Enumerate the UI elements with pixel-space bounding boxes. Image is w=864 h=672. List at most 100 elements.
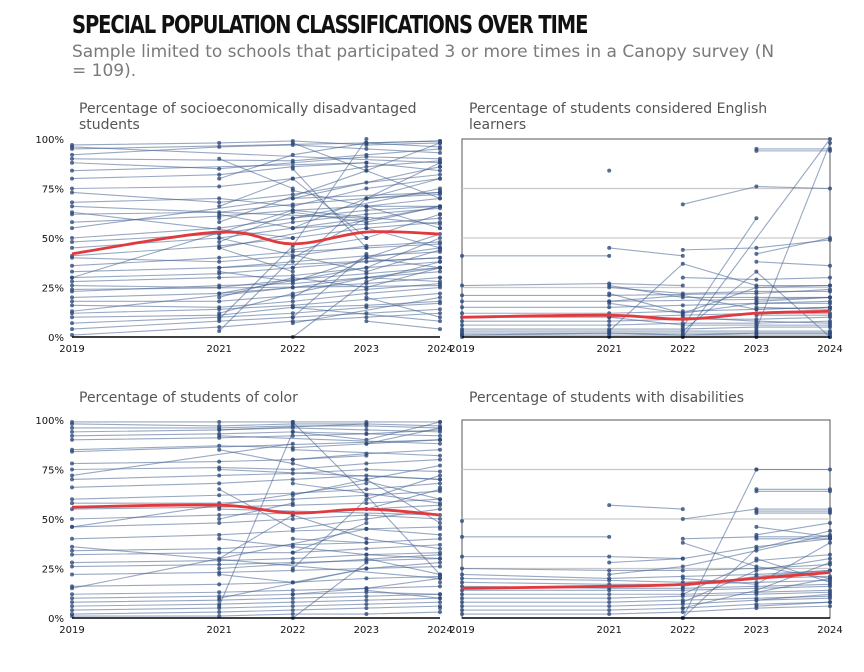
school-line [71,443,293,476]
school-point [364,220,369,225]
school-point [607,568,612,573]
school-point [290,497,295,502]
school-point [828,263,832,268]
school-line [756,237,831,255]
school-point [364,427,369,432]
school-point [438,279,442,284]
school-point [364,146,369,151]
school-point [290,600,295,605]
school-point [70,433,74,438]
school-point [680,303,685,308]
school-point [364,311,369,316]
school-point [438,255,442,260]
school-points [70,419,442,620]
school-point [217,459,222,464]
school-point [290,501,295,506]
school-point [70,283,74,288]
school-point [290,467,295,472]
school-point [364,566,369,571]
school-point [460,604,464,609]
school-point [438,146,442,151]
school-point [680,253,685,258]
panel-title: Percentage of students of color [79,390,298,406]
school-point [460,518,464,523]
school-point [754,259,759,264]
school-point [460,572,464,577]
school-point [438,463,442,468]
school-point [438,580,442,585]
school-point [364,536,369,541]
school-point [607,245,612,250]
school-point [607,592,612,597]
school-point [828,511,832,516]
x-tick-label: 2019 [59,625,84,636]
school-point [754,184,759,189]
school-line [682,469,757,619]
trend-line [71,230,441,256]
school-point [70,536,74,541]
school-point [438,160,442,165]
school-point [680,261,685,266]
school-lines [71,421,441,619]
school-point [290,608,295,613]
school-point [70,473,74,478]
school-point [754,277,759,282]
school-point [680,606,685,611]
school-line [219,257,441,269]
school-point [217,443,222,448]
school-point [438,532,442,537]
school-point [70,572,74,577]
school-point [754,245,759,250]
school-line [219,554,441,570]
school-point [607,305,612,310]
school-point [290,425,295,430]
school-point [460,333,464,338]
school-point [364,497,369,502]
school-point [70,204,74,209]
school-point [290,208,295,213]
school-point [217,614,222,619]
school-point [828,556,832,561]
school-point [680,275,685,280]
school-point [217,144,222,149]
school-point [364,137,369,141]
school-point [438,138,442,143]
school-point [438,610,442,615]
school-point [217,140,222,145]
school-point [364,269,369,274]
school-point [438,236,442,240]
school-point [217,212,222,217]
school-point [364,437,369,442]
school-point [828,467,832,472]
school-point [70,586,74,591]
school-point [438,546,442,551]
school-point [290,566,295,571]
school-point [290,186,295,191]
school-point [607,329,612,334]
school-line [292,538,367,544]
school-point [438,265,442,270]
school-point [828,576,832,581]
school-point [364,520,369,525]
school-point [70,477,74,482]
school-point [364,501,369,506]
panel-title: Percentage of socioeconomically disadvan… [79,101,417,117]
school-point [290,526,295,531]
y-tick-label: 0% [48,614,64,625]
school-point [680,588,685,593]
school-point [364,594,369,599]
school-point [70,421,74,426]
school-point [364,493,369,498]
school-point [364,513,369,518]
school-line [755,142,831,330]
school-point [290,202,295,207]
school-point [438,176,442,181]
school-point [290,419,295,424]
school-point [290,216,295,221]
school-point [217,546,222,551]
school-point [364,275,369,280]
school-point [217,255,222,260]
x-tick-label: 2021 [596,625,621,636]
panel-title: learners [469,117,526,133]
school-point [438,247,442,252]
